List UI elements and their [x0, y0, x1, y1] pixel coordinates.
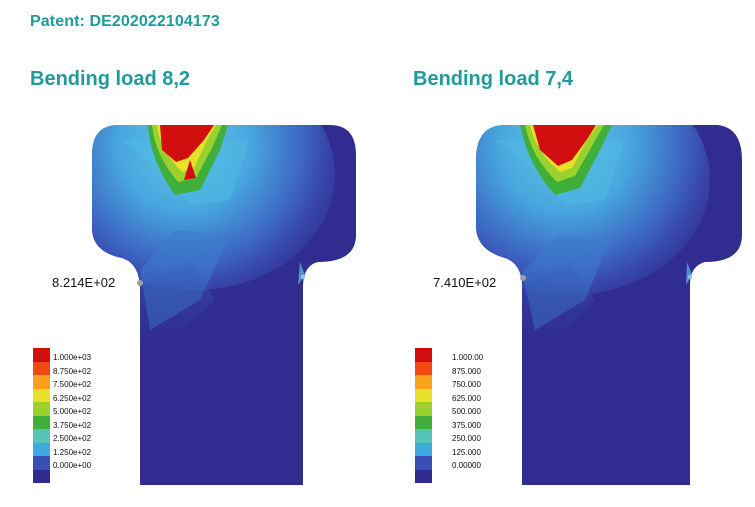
patent-number: Patent: DE202022104173	[30, 13, 220, 30]
legend-tick-label: 625.000	[452, 393, 481, 403]
legend-swatch	[415, 402, 432, 416]
legend-swatch	[33, 388, 50, 402]
legend-swatch	[33, 415, 50, 429]
panel-title-right: Bending load 7,4	[413, 68, 574, 90]
legend-swatch	[415, 388, 432, 402]
peak-stress-label-left: 8.214E+02	[52, 275, 116, 290]
legend-tick-label: 1.000e+03	[53, 353, 92, 362]
legend-tick-label: 375.000	[452, 420, 481, 430]
legend-tick-label: 1.250e+02	[53, 447, 92, 457]
legend-tick-label: 3.750e+02	[53, 420, 92, 430]
legend-swatch	[33, 402, 50, 416]
legend-swatch	[415, 375, 432, 389]
legend-swatch	[33, 456, 50, 470]
legend-swatch	[415, 469, 432, 483]
peak-stress-label-right: 7.410E+02	[433, 275, 497, 290]
legend-tick-label: 7.500e+02	[53, 380, 92, 389]
legend-swatch	[415, 415, 432, 429]
legend-swatch	[33, 469, 50, 483]
legend-tick-label: 1.000.00	[452, 353, 484, 362]
legend-swatch	[415, 348, 432, 362]
legend-tick-label: 875.000	[452, 366, 481, 376]
legend-tick-label: 2.500e+02	[53, 434, 92, 443]
legend-swatch	[415, 429, 432, 443]
legend-tick-label: 5.000e+02	[53, 407, 92, 416]
legend-swatch	[33, 375, 50, 389]
legend-swatch	[33, 442, 50, 456]
legend-tick-label: 750.000	[452, 380, 481, 389]
panel-title-left: Bending load 8,2	[30, 68, 191, 90]
legend-swatch	[415, 456, 432, 470]
legend-tick-label: 6.250e+02	[53, 393, 92, 403]
legend-swatch	[415, 442, 432, 456]
legend-swatch	[33, 429, 50, 443]
legend-tick-label: 8.750e+02	[53, 366, 92, 376]
legend-tick-label: 500.000	[452, 407, 481, 416]
legend-swatch	[415, 361, 432, 375]
legend-tick-label: 0.00000	[452, 461, 481, 470]
legend-tick-label: 125.000	[452, 447, 481, 457]
legend-tick-label: 250.000	[452, 434, 481, 443]
legend-tick-label: 0.000e+00	[53, 461, 92, 470]
legend-swatch	[33, 348, 50, 362]
legend-swatch	[33, 361, 50, 375]
